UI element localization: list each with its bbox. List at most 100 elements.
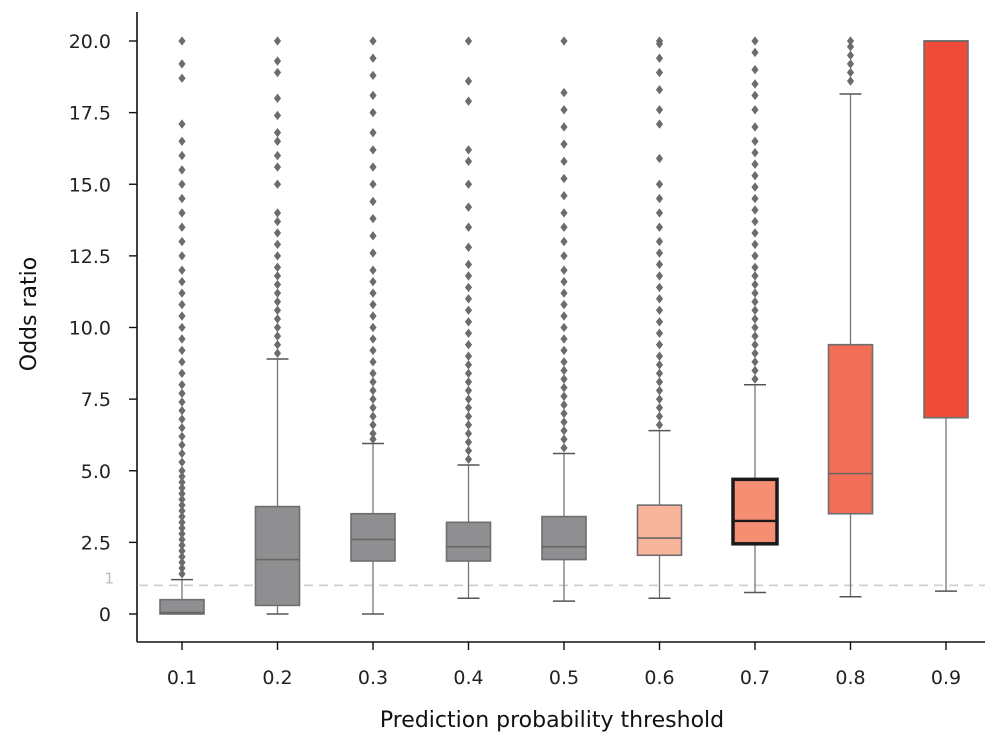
- outlier-point: [464, 328, 473, 338]
- outlier-point: [655, 67, 664, 78]
- outlier-point: [655, 420, 664, 430]
- outlier-point: [751, 262, 759, 273]
- outlier-point: [464, 317, 473, 327]
- outlier-point: [178, 414, 186, 424]
- outlier-point: [178, 448, 186, 459]
- outlier-point: [655, 403, 664, 413]
- y-tick-label: 17.5: [69, 103, 111, 125]
- outlier-point: [178, 534, 186, 545]
- outlier-point: [655, 36, 664, 46]
- box-0.4: [445, 521, 492, 562]
- outlier-point: [751, 239, 759, 250]
- outlier-point: [178, 236, 186, 247]
- outlier-point: [178, 540, 186, 550]
- outlier-point: [464, 420, 473, 430]
- outlier-point: [369, 368, 377, 379]
- outlier-point: [464, 145, 473, 155]
- outlier-point: [178, 557, 186, 568]
- outlier-point: [846, 76, 855, 86]
- x-tick-label: 0.4: [453, 667, 483, 689]
- outlier-point: [464, 76, 473, 86]
- outlier-point: [560, 276, 568, 287]
- outlier-point: [369, 276, 377, 287]
- outlier-point: [273, 251, 282, 261]
- outlier-point: [464, 202, 473, 212]
- outlier-point: [751, 374, 759, 384]
- outlier-point: [273, 288, 282, 298]
- x-tick-label: 0.9: [931, 667, 961, 689]
- outlier-point: [655, 282, 664, 293]
- outlier-point: [560, 236, 568, 247]
- outlier-point: [464, 222, 473, 232]
- outlier-point: [273, 305, 282, 315]
- x-tick-label: 0.2: [262, 667, 292, 689]
- outlier-point: [464, 305, 473, 315]
- outlier-point: [560, 425, 568, 436]
- y-tick-label: 12.5: [69, 246, 111, 268]
- outlier-point: [369, 299, 377, 310]
- outlier-point: [464, 156, 473, 167]
- outlier-point: [655, 377, 664, 387]
- outlier-point: [751, 271, 759, 281]
- outlier-point: [655, 193, 664, 204]
- outlier-point: [178, 380, 186, 390]
- outlier-point: [655, 305, 664, 315]
- outlier-point: [178, 423, 186, 433]
- outlier-point: [751, 47, 759, 58]
- outlier-point: [178, 222, 186, 232]
- outlier-point: [273, 56, 282, 66]
- outlier-point: [751, 228, 759, 238]
- outlier-point: [369, 128, 377, 138]
- y-tick-label: 7.5: [81, 389, 111, 411]
- outlier-point: [369, 265, 377, 275]
- outlier-point: [751, 170, 759, 181]
- outlier-point: [655, 368, 664, 379]
- outlier-point: [751, 322, 759, 333]
- outlier-point: [178, 119, 186, 129]
- outlier-point: [751, 331, 759, 341]
- outlier-point: [846, 36, 855, 46]
- outlier-point: [560, 191, 568, 201]
- outlier-point: [655, 259, 664, 270]
- outlier-point: [178, 59, 186, 69]
- outlier-point: [178, 193, 186, 204]
- outlier-point: [464, 271, 473, 281]
- outlier-point: [655, 394, 664, 404]
- outlier-point: [655, 53, 664, 63]
- outlier-point: [273, 271, 282, 281]
- plot-area: 1 0 2.5 5.0 7.5 10.0 12.5 15.0 17.5 20.0 0.1 0.2 0.3…: [69, 12, 985, 689]
- outlier-point: [273, 228, 282, 238]
- outlier-point: [655, 153, 664, 164]
- outlier-point: [560, 391, 568, 401]
- outlier-point: [655, 85, 664, 95]
- outlier-point: [464, 446, 473, 456]
- outlier-point: [178, 457, 186, 467]
- outlier-point: [273, 322, 282, 333]
- outlier-point: [273, 239, 282, 250]
- outlier-point: [273, 314, 282, 324]
- outlier-point: [560, 434, 568, 444]
- outlier-point: [178, 466, 186, 476]
- outlier-point: [464, 282, 473, 293]
- x-tick-label: 0.8: [835, 667, 865, 689]
- outlier-point: [846, 42, 855, 52]
- outlier-point: [178, 388, 186, 399]
- outlier-point: [464, 428, 473, 439]
- outlier-point: [751, 297, 759, 307]
- outlier-point: [178, 529, 186, 539]
- reference-line-label: 1: [104, 569, 114, 587]
- outlier-point: [273, 150, 282, 161]
- outlier-point: [178, 368, 186, 379]
- outlier-point: [751, 305, 759, 315]
- outlier-point: [178, 523, 186, 533]
- outlier-point: [178, 563, 186, 573]
- y-tick-label: 2.5: [81, 532, 111, 554]
- outlier-point: [178, 36, 186, 46]
- outlier-point: [846, 50, 855, 61]
- outlier-point: [560, 265, 568, 275]
- outlier-point: [464, 294, 473, 304]
- outlier-point: [369, 248, 377, 258]
- outlier-point: [560, 299, 568, 310]
- outlier-point: [369, 36, 377, 46]
- outlier-point: [751, 90, 759, 101]
